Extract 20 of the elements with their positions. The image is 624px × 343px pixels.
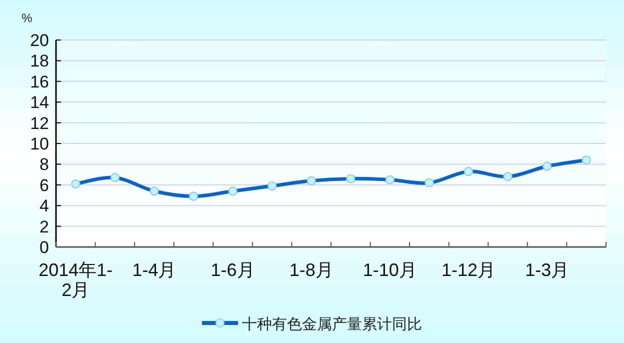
y-axis-title: %: [22, 11, 33, 25]
x-tick-label: 2014年1-2月: [38, 260, 113, 300]
x-tick-label: 1-6月: [210, 260, 255, 280]
y-tick-label: 0: [40, 238, 49, 257]
y-tick-label: 14: [30, 93, 49, 112]
x-tick-label: 1-4月: [132, 260, 176, 280]
y-tick-label: 8: [40, 155, 49, 174]
x-tick-label: 1-12月: [441, 260, 496, 280]
y-tick-label: 20: [30, 31, 49, 50]
y-tick-label: 10: [30, 134, 49, 154]
legend-label: 十种有色金属产量累计同比: [242, 316, 422, 333]
x-tick-label: 1-10月: [362, 260, 417, 280]
y-tick-label: 18: [30, 52, 49, 71]
y-tick-label: 12: [30, 114, 49, 133]
y-tick-label: 4: [40, 196, 49, 216]
x-tick-label: 1-3月: [525, 260, 570, 280]
y-tick-label: 16: [30, 72, 49, 92]
y-tick-label: 6: [40, 176, 49, 195]
y-tick-label: 2: [40, 217, 49, 236]
x-tick-label: 1-8月: [289, 260, 334, 280]
